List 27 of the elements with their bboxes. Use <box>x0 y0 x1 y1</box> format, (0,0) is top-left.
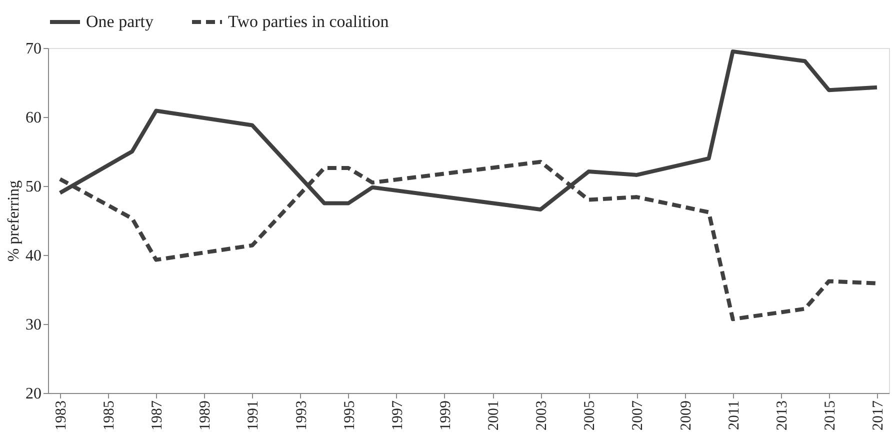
x-tick-label: 2009 <box>678 400 694 430</box>
x-tick-label: 2005 <box>582 400 598 430</box>
x-tick-label: 2017 <box>870 400 886 430</box>
x-tick-label: 1983 <box>54 400 70 430</box>
y-tick-label: 30 <box>26 316 42 334</box>
x-tick-label: 1995 <box>342 400 358 430</box>
x-tick-label: 2003 <box>534 400 550 430</box>
x-tick-label: 1999 <box>438 400 454 430</box>
x-tick-label: 2013 <box>774 400 790 430</box>
y-tick-label: 20 <box>26 386 42 402</box>
x-tick-label: 1993 <box>294 400 310 430</box>
legend-label: Two parties in coalition <box>228 12 390 31</box>
x-tick-label: 2015 <box>822 400 838 430</box>
x-tick-label: 1997 <box>390 400 406 430</box>
x-tick-label: 1989 <box>198 400 214 430</box>
x-tick-label: 2001 <box>486 400 502 430</box>
x-tick-label: 1987 <box>150 400 166 430</box>
legend-label: One party <box>86 12 154 31</box>
x-tick-label: 2007 <box>630 400 646 430</box>
y-axis-title: % preferring <box>6 180 22 262</box>
x-tick-label: 1991 <box>246 400 262 430</box>
y-tick-label: 70 <box>26 40 42 58</box>
y-tick-label: 40 <box>26 248 42 264</box>
y-tick-label: 60 <box>26 110 42 126</box>
x-tick-label: 2011 <box>726 400 742 430</box>
y-tick-label: 50 <box>26 178 42 196</box>
x-tick-label: 1985 <box>102 400 118 430</box>
